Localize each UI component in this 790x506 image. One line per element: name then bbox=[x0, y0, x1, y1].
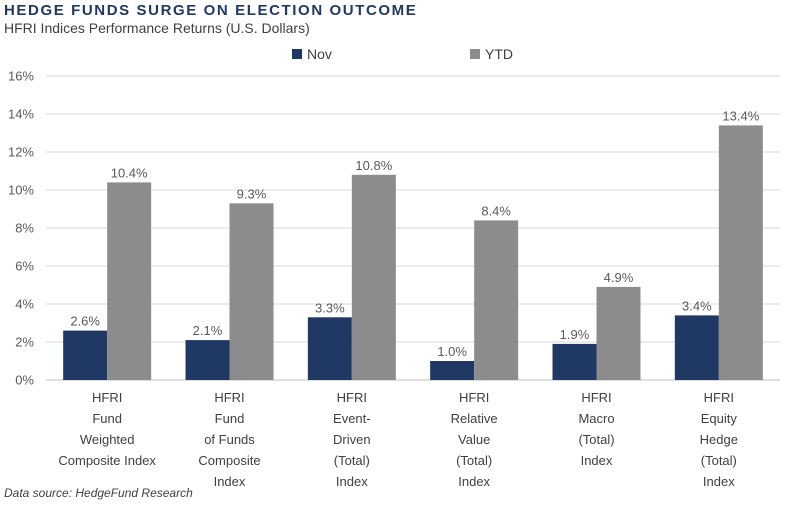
bar-ytd bbox=[596, 286, 641, 380]
data-label-nov: 3.4% bbox=[682, 298, 712, 313]
data-label-nov: 2.6% bbox=[70, 314, 100, 329]
data-label-nov: 3.3% bbox=[315, 300, 345, 315]
legend-swatch-ytd bbox=[470, 49, 480, 59]
y-tick-label: 16% bbox=[8, 69, 34, 84]
category-label: Value bbox=[458, 432, 490, 447]
category-label: Macro bbox=[578, 411, 614, 426]
bar-nov bbox=[674, 315, 719, 380]
category-label: Hedge bbox=[700, 432, 738, 447]
category-label: Composite bbox=[198, 453, 260, 468]
legend-label-ytd: YTD bbox=[485, 46, 513, 62]
bar-nov bbox=[307, 317, 352, 380]
category-label: HFRI bbox=[214, 390, 244, 405]
category-label: HFRI bbox=[704, 390, 734, 405]
legend-label-nov: Nov bbox=[307, 46, 332, 62]
bar-nov bbox=[430, 361, 475, 380]
data-label-ytd: 13.4% bbox=[722, 108, 759, 123]
category-label: Event- bbox=[333, 411, 371, 426]
y-tick-label: 12% bbox=[8, 145, 34, 160]
category-label: Driven bbox=[333, 432, 371, 447]
y-tick-label: 8% bbox=[15, 221, 34, 236]
chart-title: HEDGE FUNDS SURGE ON ELECTION OUTCOME bbox=[4, 2, 418, 19]
y-tick-label: 6% bbox=[15, 259, 34, 274]
data-label-ytd: 4.9% bbox=[604, 270, 634, 285]
data-label-ytd: 10.4% bbox=[111, 165, 148, 180]
category-label: Fund bbox=[92, 411, 122, 426]
bar-ytd bbox=[474, 220, 519, 380]
category-label: HFRI bbox=[92, 390, 122, 405]
category-label: Equity bbox=[701, 411, 738, 426]
bar-nov bbox=[63, 330, 108, 380]
data-label-nov: 2.1% bbox=[193, 323, 223, 338]
bar-ytd bbox=[351, 174, 396, 380]
y-tick-label: 0% bbox=[15, 373, 34, 388]
bar-ytd bbox=[107, 182, 152, 380]
legend-swatch-nov bbox=[292, 49, 302, 59]
data-source-note: Data source: HedgeFund Research bbox=[4, 486, 193, 500]
data-label-ytd: 8.4% bbox=[481, 203, 511, 218]
category-label: Fund bbox=[215, 411, 245, 426]
y-tick-label: 2% bbox=[15, 335, 34, 350]
category-label: Relative bbox=[451, 411, 498, 426]
category-label: (Total) bbox=[578, 432, 614, 447]
category-label: Composite Index bbox=[58, 453, 156, 468]
category-label: Index bbox=[703, 474, 735, 489]
chart-subtitle: HFRI Indices Performance Returns (U.S. D… bbox=[4, 20, 310, 36]
y-tick-label: 4% bbox=[15, 297, 34, 312]
category-label: HFRI bbox=[459, 390, 489, 405]
y-tick-label: 10% bbox=[8, 183, 34, 198]
data-label-nov: 1.9% bbox=[560, 327, 590, 342]
bar-ytd bbox=[229, 203, 274, 380]
bar-ytd bbox=[718, 125, 763, 381]
category-label: HFRI bbox=[337, 390, 367, 405]
category-label: (Total) bbox=[456, 453, 492, 468]
category-label: Weighted bbox=[80, 432, 135, 447]
category-label: Index bbox=[214, 474, 246, 489]
bar-nov bbox=[552, 343, 597, 380]
data-label-ytd: 9.3% bbox=[237, 186, 267, 201]
category-label: (Total) bbox=[701, 453, 737, 468]
y-tick-label: 14% bbox=[8, 107, 34, 122]
category-label: of Funds bbox=[204, 432, 255, 447]
category-label: Index bbox=[458, 474, 490, 489]
category-label: (Total) bbox=[334, 453, 370, 468]
category-label: HFRI bbox=[581, 390, 611, 405]
bar-nov bbox=[185, 340, 230, 380]
category-label: Index bbox=[581, 453, 613, 468]
data-label-nov: 1.0% bbox=[437, 344, 467, 359]
data-label-ytd: 10.8% bbox=[355, 158, 392, 173]
category-label: Index bbox=[336, 474, 368, 489]
